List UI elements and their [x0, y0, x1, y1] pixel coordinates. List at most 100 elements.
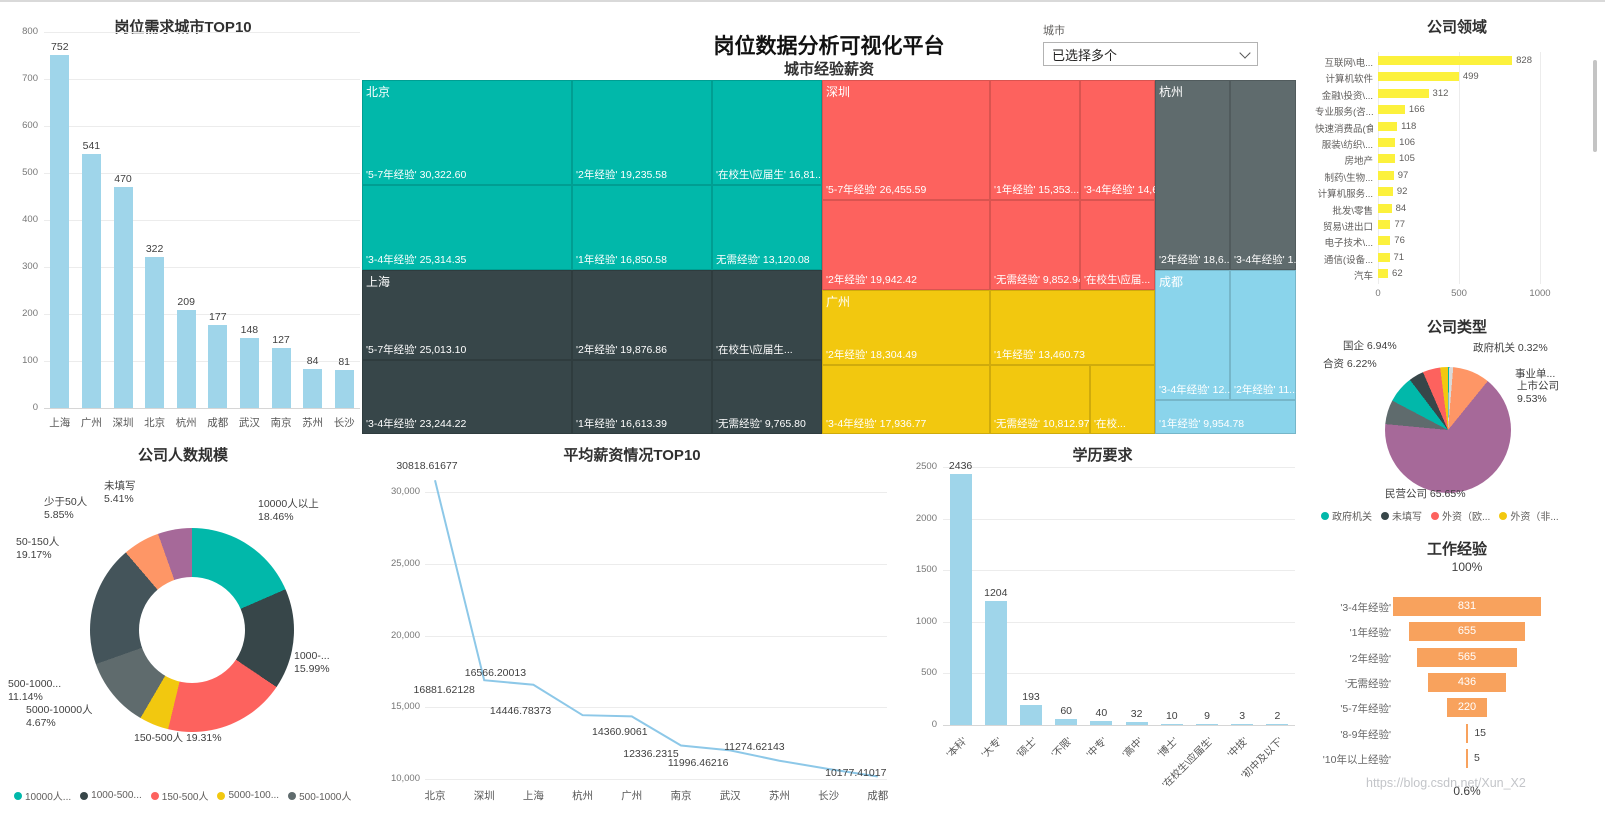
bar[interactable]	[1378, 269, 1389, 279]
pie[interactable]	[1385, 367, 1511, 493]
bar[interactable]	[1378, 88, 1429, 98]
bar-value-label: 752	[51, 40, 69, 53]
bar[interactable]	[208, 324, 228, 408]
slice-label: 上市公司 9.53%	[1517, 380, 1559, 406]
treemap-cell[interactable]: '2年经验' 18,6...	[1155, 80, 1230, 270]
bar[interactable]	[303, 368, 323, 408]
treemap-cell[interactable]: '3-4年经验' 12...	[1155, 270, 1230, 400]
bar[interactable]	[145, 256, 165, 408]
legend-item[interactable]: 外资（非...	[1499, 508, 1559, 523]
funnel-bar[interactable]	[1447, 698, 1487, 718]
funnel-top-percent: 100%	[1451, 560, 1483, 574]
treemap-cell[interactable]: '3-4年经验' 14,6...	[1080, 80, 1155, 200]
funnel-bar[interactable]	[1416, 647, 1518, 667]
bar[interactable]	[949, 473, 972, 725]
bar[interactable]	[1378, 203, 1392, 213]
treemap-cell[interactable]: '在校生\应届生...	[712, 270, 822, 360]
gridline	[943, 725, 1295, 726]
bar[interactable]	[1378, 56, 1513, 65]
category-label: 制药\生物...	[1324, 172, 1373, 184]
funnel-bar[interactable]	[1393, 597, 1541, 616]
bar[interactable]	[1378, 187, 1393, 197]
treemap-cell[interactable]: '无需经验' 9,852.94	[990, 200, 1080, 290]
bar[interactable]	[984, 600, 1007, 725]
bar[interactable]	[239, 338, 259, 408]
treemap-cell[interactable]: '5-7年经验' 25,013.10	[362, 270, 572, 360]
treemap-cell-label: '2年经验' 19,235.58	[576, 169, 667, 181]
chart-title: 工作经验	[1426, 541, 1487, 558]
bar[interactable]	[1090, 720, 1113, 725]
treemap-cell[interactable]: '5-7年经验' 26,455.59	[822, 80, 990, 200]
treemap-cell[interactable]: '2年经验' 19,876.86	[572, 270, 712, 360]
treemap-cell[interactable]: '3-4年经验' 23,244.22	[362, 360, 572, 434]
funnel-bar[interactable]	[1428, 672, 1506, 692]
treemap-cell[interactable]: '1年经验' 16,850.58	[572, 185, 712, 270]
bar[interactable]	[1055, 718, 1078, 725]
bar[interactable]	[1378, 72, 1459, 82]
funnel-stage-label: '无需经验'	[1344, 677, 1391, 690]
treemap-cell[interactable]: '3-4年经验' 1...	[1230, 80, 1297, 270]
bar[interactable]	[81, 153, 101, 408]
bar[interactable]	[334, 369, 354, 408]
x-axis-label: 南京	[270, 417, 292, 429]
bar[interactable]	[113, 187, 133, 408]
bar[interactable]	[1378, 121, 1398, 131]
legend-item[interactable]: 未填写	[1381, 508, 1422, 523]
treemap-cell[interactable]: '2年经验' 11...	[1230, 270, 1297, 400]
treemap-cell[interactable]: '在校生\应届...	[1080, 200, 1155, 290]
city-filter-dropdown[interactable]: 已选择多个	[1043, 42, 1258, 66]
scrollbar[interactable]	[1593, 60, 1597, 152]
category-label: 通信(设备...	[1323, 254, 1373, 266]
line-series[interactable]	[362, 440, 902, 820]
y-axis-tick: 300	[22, 261, 38, 272]
bar[interactable]	[1378, 252, 1390, 262]
legend-item[interactable]: 外资（欧...	[1431, 508, 1490, 523]
bar[interactable]	[1378, 220, 1391, 229]
treemap-cell[interactable]: 无需经验' 13,120.08	[712, 185, 822, 270]
panel-treemap: '5-7年经验' 30,322.60 '2年经验' 19,235.58 '在校生\应…	[362, 80, 1297, 434]
bar[interactable]	[1231, 724, 1254, 725]
legend-item[interactable]: 150-500人	[150, 788, 208, 803]
legend-item[interactable]: 1000-500...	[80, 790, 142, 801]
legend-item[interactable]: 5000-100...	[217, 790, 279, 801]
bar[interactable]	[1020, 705, 1042, 725]
legend-item[interactable]: 500-1000人	[288, 788, 351, 803]
treemap-cell[interactable]: '3-4年经验' 25,314.35	[362, 185, 572, 270]
gridline	[44, 267, 360, 268]
treemap-cell[interactable]: '2年经验' 19,942.42	[822, 200, 990, 290]
bar[interactable]	[271, 348, 291, 408]
treemap-cell[interactable]: '在校生\应届生' 16,81...	[712, 80, 822, 185]
bar[interactable]	[1378, 105, 1405, 115]
treemap-cell[interactable]: '1年经验' 13,460.73	[990, 290, 1155, 365]
treemap-cell[interactable]: '1年经验' 16,613.39	[572, 360, 712, 434]
bar[interactable]	[176, 309, 196, 408]
treemap-cell[interactable]: '2年经验' 19,235.58	[572, 80, 712, 185]
treemap-cell[interactable]: '2年经验' 18,304.49	[822, 290, 990, 365]
treemap-cell[interactable]: '在校...	[1090, 365, 1155, 434]
treemap-cell-label: '1年经验' 9,954.78	[1159, 418, 1245, 430]
treemap-cell[interactable]: '1年经验' 9,954.78	[1155, 400, 1296, 434]
bar[interactable]	[1160, 723, 1183, 725]
treemap-cell[interactable]: '无需经验' 9,765.80	[712, 360, 822, 434]
bar[interactable]	[1378, 170, 1394, 180]
treemap-cell[interactable]: '1年经验' 15,353...	[990, 80, 1080, 200]
treemap-cell[interactable]: '5-7年经验' 30,322.60	[362, 80, 572, 185]
bar[interactable]	[1266, 724, 1289, 725]
funnel-bar[interactable]	[1408, 622, 1526, 642]
treemap-cell[interactable]: '无需经验' 10,812.97	[990, 365, 1090, 434]
legend-item[interactable]: 10000人...	[14, 788, 71, 803]
bar[interactable]	[1378, 154, 1395, 164]
legend: 10000人... 1000-500... 150-500人 5000-100... 5…	[14, 788, 351, 803]
gridline	[943, 518, 1295, 520]
bar[interactable]	[1378, 138, 1396, 147]
treemap-cell[interactable]: '3-4年经验' 17,936.77	[822, 365, 990, 434]
bar[interactable]	[50, 54, 70, 408]
bar[interactable]	[1125, 721, 1148, 725]
bar[interactable]	[1378, 236, 1391, 246]
chevron-down-icon	[1239, 46, 1251, 59]
bar[interactable]	[1196, 724, 1218, 725]
legend-item[interactable]: 政府机关	[1321, 508, 1372, 523]
funnel-bar[interactable]	[1465, 723, 1469, 743]
treemap-cell-label: '5-7年经验' 26,455.59	[826, 184, 927, 196]
funnel-bar[interactable]	[1466, 748, 1468, 768]
